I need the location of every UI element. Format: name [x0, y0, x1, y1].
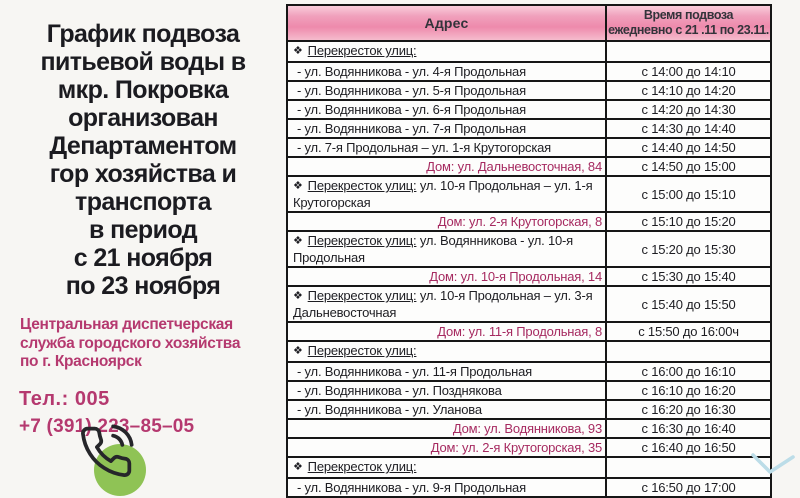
address-cell: - ул. Водянникова - ул. 5-я Продольная — [286, 80, 607, 101]
time-cell: с 14:40 до 14:50 — [605, 137, 772, 158]
time-cell: с 16:30 до 16:40 — [605, 418, 772, 439]
time-cell: с 16:40 до 16:50 — [605, 437, 772, 458]
time-cell: с 16:50 до 17:00 — [605, 477, 772, 498]
time-cell — [605, 456, 772, 479]
time-cell: с 15:10 до 15:20 — [605, 211, 772, 232]
dispatch-service-text: Центральная диспетчерская служба городск… — [20, 316, 241, 370]
table-row: ❖ Перекресток улиц: ул. Водянникова - ул.… — [286, 230, 772, 268]
time-cell: с 16:20 до 16:30 — [605, 399, 772, 420]
column-header-address: Адрес — [286, 4, 607, 42]
table-row: Дом: ул. Дальневосточная, 84 с 14:50 до 1… — [286, 156, 772, 177]
section-bullet-icon: ❖ — [293, 345, 303, 357]
address-cell: Дом: ул. 11-я Продольная, 8 — [286, 321, 607, 342]
section-bullet-icon: ❖ — [293, 461, 303, 473]
section-bullet-icon: ❖ — [293, 45, 303, 57]
address-cell: Дом: ул. 2-я Крутогорская, 35 — [286, 437, 607, 458]
time-cell: с 15:00 до 15:10 — [605, 175, 772, 213]
address-cell: Дом: ул. Дальневосточная, 84 — [286, 156, 607, 177]
address-cell: ❖ Перекресток улиц: — [286, 40, 607, 63]
address-cell: ❖ Перекресток улиц: — [286, 340, 607, 363]
section-bullet-icon: ❖ — [293, 290, 303, 302]
time-cell: с 15:20 до 15:30 — [605, 230, 772, 268]
section-bullet-icon: ❖ — [293, 235, 303, 247]
table-row: - ул. Водянникова - ул. 5-я Продольная с … — [286, 80, 772, 101]
time-cell: с 15:50 до 16:00ч — [605, 321, 772, 342]
table-row: ❖ Перекресток улиц: — [286, 40, 772, 63]
table-row: - ул. Водянникова - ул. Позднякова с 16:1… — [286, 380, 772, 401]
address-cell: ❖ Перекресток улиц: ул. Водянникова - ул.… — [286, 230, 607, 268]
address-cell: - ул. Водянникова - ул. Позднякова — [286, 380, 607, 401]
time-cell — [605, 340, 772, 363]
address-cell: - ул. Водянникова - ул. 7-я Продольная — [286, 118, 607, 139]
table-row: Дом: ул. 10-я Продольная, 14 с 15:30 до 1… — [286, 266, 772, 287]
table-row: - ул. Водянникова - ул. 6-я Продольная с … — [286, 99, 772, 120]
address-cell: - ул. 7-я Продольная – ул. 1-я Крутогорс… — [286, 137, 607, 158]
time-cell: с 16:00 до 16:10 — [605, 361, 772, 382]
delivery-schedule: Адрес Время подвоза ежедневно с 21 .11 п… — [286, 4, 772, 498]
schedule-table: Адрес Время подвоза ежедневно с 21 .11 п… — [286, 4, 772, 498]
table-row: ❖ Перекресток улиц: — [286, 340, 772, 363]
table-row: ❖ Перекресток улиц: ул. 10-я Продольная –… — [286, 175, 772, 213]
time-cell: с 14:50 до 15:00 — [605, 156, 772, 177]
address-cell: ❖ Перекресток улиц: ул. 10-я Продольная –… — [286, 285, 607, 323]
time-cell: с 14:00 до 14:10 — [605, 61, 772, 82]
phone-number: +7 (391) 223–85–05 — [19, 416, 195, 437]
time-cell: с 14:20 до 14:30 — [605, 99, 772, 120]
tel-short-number: Тел.: 005 — [19, 388, 110, 410]
address-cell: Дом: ул. 10-я Продольная, 14 — [286, 266, 607, 287]
table-row: Дом: ул. Водянникова, 93 с 16:30 до 16:40 — [286, 418, 772, 439]
page-title: График подвоза питьевой воды в мкр. Покр… — [40, 20, 246, 300]
table-row: ❖ Перекресток улиц: — [286, 456, 772, 479]
time-cell: с 14:10 до 14:20 — [605, 80, 772, 101]
table-row: Дом: ул. 2-я Крутогорская, 35 с 16:40 до … — [286, 437, 772, 458]
table-row: - ул. 7-я Продольная – ул. 1-я Крутогорс… — [286, 137, 772, 158]
time-cell — [605, 40, 772, 63]
phone-icon — [81, 424, 134, 478]
time-cell: с 14:30 до 14:40 — [605, 118, 772, 139]
time-cell: с 15:30 до 15:40 — [605, 266, 772, 287]
address-cell: ❖ Перекресток улиц: — [286, 456, 607, 479]
time-cell: с 16:10 до 16:20 — [605, 380, 772, 401]
address-cell: ❖ Перекресток улиц: ул. 10-я Продольная –… — [286, 175, 607, 213]
table-row: - ул. Водянникова - ул. 4-я Продольная с … — [286, 61, 772, 82]
table-row: ❖ Перекресток улиц: ул. 10-я Продольная –… — [286, 285, 772, 323]
schedule-rows: ❖ Перекресток улиц: - ул. Водянникова - ул… — [286, 40, 772, 498]
table-row: - ул. Водянникова - ул. 7-я Продольная с … — [286, 118, 772, 139]
left-panel: График подвоза питьевой воды в мкр. Покр… — [0, 0, 286, 498]
address-cell: - ул. Водянникова - ул. 11-я Продольная — [286, 361, 607, 382]
table-row: - ул. Водянникова - ул. 9-я Продольная с … — [286, 477, 772, 498]
table-header-row: Адрес Время подвоза ежедневно с 21 .11 п… — [286, 4, 772, 42]
address-cell: Дом: ул. 2-я Крутогорская, 8 — [286, 211, 607, 232]
address-cell: - ул. Водянникова - ул. 6-я Продольная — [286, 99, 607, 120]
table-row: - ул. Водянникова - ул. 11-я Продольная с… — [286, 361, 772, 382]
table-row: - ул. Водянникова - ул. Уланова с 16:20 д… — [286, 399, 772, 420]
address-cell: Дом: ул. Водянникова, 93 — [286, 418, 607, 439]
column-header-time: Время подвоза ежедневно с 21 .11 по 23.1… — [605, 4, 772, 42]
chevron-down-icon — [751, 453, 795, 474]
address-cell: - ул. Водянникова - ул. 9-я Продольная — [286, 477, 607, 498]
section-bullet-icon: ❖ — [293, 180, 303, 192]
address-cell: - ул. Водянникова - ул. 4-я Продольная — [286, 61, 607, 82]
time-cell: с 15:40 до 15:50 — [605, 285, 772, 323]
address-cell: - ул. Водянникова - ул. Уланова — [286, 399, 607, 420]
contact-block: Тел.: 005 +7 (391) 223–85–05 — [19, 386, 194, 440]
